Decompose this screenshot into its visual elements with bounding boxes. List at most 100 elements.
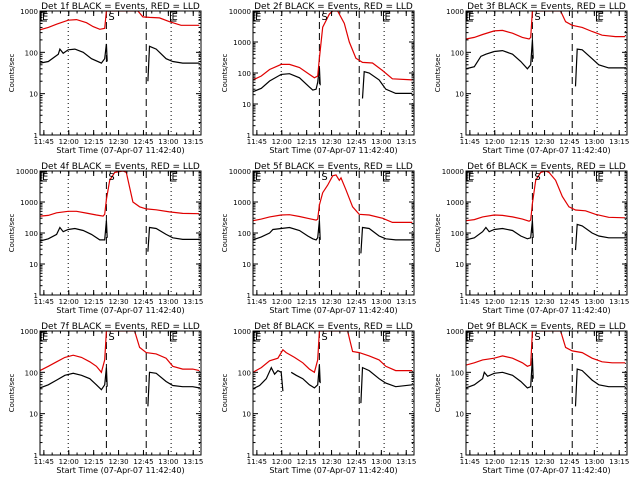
y-tick-label: 100	[238, 70, 251, 78]
x-tick-label: 12:00	[272, 138, 292, 146]
x-axis-label: Start Time (07-Apr-07 11:42:40)	[56, 466, 184, 475]
marker-label-e: E	[42, 12, 48, 23]
y-tick-label: 1	[34, 132, 38, 140]
marker-label-e: E	[255, 12, 261, 23]
x-axis-label: Start Time (07-Apr-07 11:42:40)	[269, 306, 397, 315]
x-tick-label: 12:15	[297, 138, 317, 146]
x-tick-label: 12:30	[534, 138, 554, 146]
x-tick-label: 12:15	[510, 298, 530, 306]
y-axis-label: Counts/sec	[434, 54, 442, 93]
chart-title: Det 2f BLACK = Events, RED = LLD	[254, 2, 413, 12]
plot-frame	[465, 10, 628, 136]
y-tick-label: 1000	[446, 8, 464, 16]
plot-frame	[39, 330, 202, 456]
y-axis-label: Counts/sec	[434, 214, 442, 253]
y-tick-label: 10	[29, 261, 38, 269]
y-tick-label: 10	[455, 411, 464, 419]
x-tick-label: 12:30	[534, 458, 554, 466]
end-bracket-marker	[169, 171, 177, 182]
marker-label-e: E	[384, 332, 390, 343]
chart-panel-9: Det 9f BLACK = Events, RED = LLD Counts/s…	[434, 322, 629, 475]
chart-panel-1: Det 1f BLACK = Events, RED = LLD Counts/s…	[8, 2, 203, 155]
x-tick-label: 13:15	[183, 458, 203, 466]
x-tick-label: 12:30	[321, 298, 341, 306]
marker-label-s: S	[108, 12, 114, 23]
y-axis-label: Counts/sec	[434, 374, 442, 413]
x-tick-label: 13:15	[609, 458, 629, 466]
x-tick-label: 12:30	[108, 458, 128, 466]
series-line-events	[253, 220, 413, 254]
x-tick-label: 12:15	[297, 458, 317, 466]
chart-title: Det 9f BLACK = Events, RED = LLD	[467, 322, 626, 332]
chart-title: Det 6f BLACK = Events, RED = LLD	[467, 162, 626, 172]
x-tick-label: 13:15	[609, 138, 629, 146]
x-tick-label: 12:00	[485, 298, 505, 306]
y-tick-label: 10	[242, 261, 251, 269]
x-axis-label: Start Time (07-Apr-07 11:42:40)	[482, 306, 610, 315]
x-tick-label: 12:45	[559, 298, 579, 306]
x-tick-label: 12:00	[485, 138, 505, 146]
series-line-events	[466, 39, 626, 87]
y-tick-label: 10	[29, 411, 38, 419]
x-tick-label: 12:00	[485, 458, 505, 466]
marker-label-e: E	[42, 172, 48, 183]
y-tick-label: 1000	[20, 199, 38, 207]
plot-frame	[39, 170, 202, 296]
marker-label-e: E	[42, 332, 48, 343]
plot-frame	[252, 330, 415, 456]
x-tick-label: 13:00	[371, 298, 391, 306]
marker-label-s: S	[108, 332, 114, 343]
x-tick-label: 12:45	[346, 138, 366, 146]
x-tick-label: 11:45	[34, 138, 54, 146]
marker-label-s: S	[321, 12, 327, 23]
chart-title: Det 1f BLACK = Events, RED = LLD	[41, 2, 200, 12]
x-tick-label: 12:15	[84, 458, 104, 466]
series-line-events	[40, 367, 200, 407]
y-tick-label: 100	[451, 230, 464, 238]
x-tick-label: 12:45	[346, 298, 366, 306]
marker-label-e: E	[255, 172, 261, 183]
x-tick-label: 13:00	[584, 298, 604, 306]
end-bracket-marker	[382, 171, 390, 182]
y-tick-label: 1000	[446, 199, 464, 207]
marker-label-e: E	[171, 172, 177, 183]
marker-label-s: S	[534, 172, 540, 183]
x-tick-label: 13:15	[183, 138, 203, 146]
y-tick-label: 1	[247, 292, 251, 300]
y-tick-label: 10	[455, 91, 464, 99]
x-tick-label: 12:15	[84, 298, 104, 306]
x-tick-label: 13:15	[396, 458, 416, 466]
x-tick-label: 12:45	[133, 458, 153, 466]
x-axis-label: Start Time (07-Apr-07 11:42:40)	[269, 466, 397, 475]
chart-title: Det 8f BLACK = Events, RED = LLD	[254, 322, 413, 332]
chart-panel-8: Det 8f BLACK = Events, RED = LLD Counts/s…	[221, 322, 416, 475]
plot-frame	[465, 330, 628, 456]
x-tick-label: 11:45	[34, 458, 54, 466]
x-tick-label: 12:15	[297, 298, 317, 306]
y-tick-label: 1000	[233, 328, 251, 336]
x-axis-label: Start Time (07-Apr-07 11:42:40)	[56, 306, 184, 315]
end-bracket-marker	[169, 331, 177, 342]
x-tick-label: 12:00	[272, 298, 292, 306]
marker-label-s: S	[534, 332, 540, 343]
end-bracket-marker	[382, 11, 390, 22]
end-bracket-marker	[382, 331, 390, 342]
x-tick-label: 12:15	[510, 458, 530, 466]
x-axis-label: Start Time (07-Apr-07 11:42:40)	[482, 466, 610, 475]
y-tick-label: 10	[455, 261, 464, 269]
x-tick-label: 12:00	[59, 138, 79, 146]
chart-panel-2: Det 2f BLACK = Events, RED = LLD Counts/s…	[221, 2, 416, 155]
x-tick-label: 13:15	[609, 298, 629, 306]
x-tick-label: 13:00	[584, 458, 604, 466]
series-line-lld	[40, 11, 200, 31]
chart-title: Det 4f BLACK = Events, RED = LLD	[41, 162, 200, 172]
y-tick-label: 1000	[446, 328, 464, 336]
y-tick-label: 100	[25, 230, 38, 238]
y-tick-label: 1	[34, 452, 38, 460]
x-tick-label: 12:45	[346, 458, 366, 466]
y-axis-label: Counts/sec	[8, 54, 16, 93]
end-bracket-marker	[595, 171, 603, 182]
x-axis-label: Start Time (07-Apr-07 11:42:40)	[56, 146, 184, 155]
y-tick-label: 1	[460, 452, 464, 460]
